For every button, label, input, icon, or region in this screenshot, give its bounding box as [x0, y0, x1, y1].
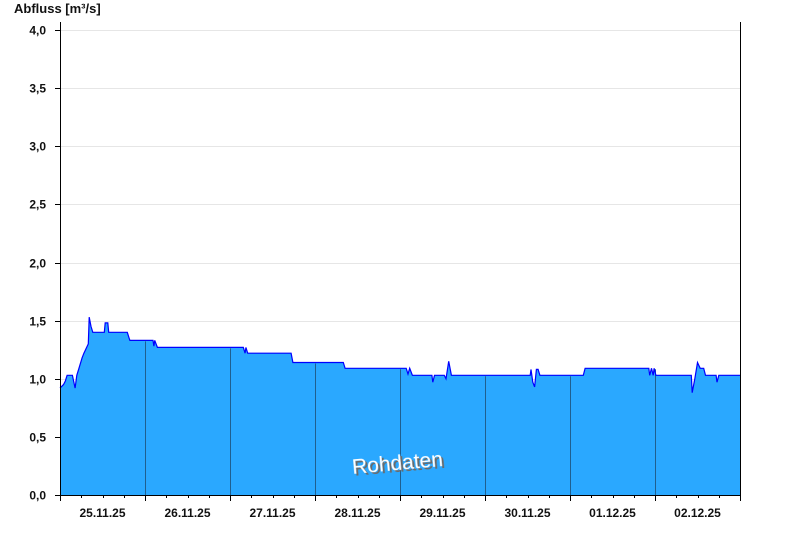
y-tick-label: 2,0	[29, 257, 46, 271]
day-separators	[145, 341, 656, 495]
y-axis-ticks: 0,0 0,5 1,0 1,5 2,0 2,5 3,0 3,5 4,0	[29, 24, 60, 503]
y-tick-label: 1,5	[29, 315, 46, 329]
x-tick-label: 27.11.25	[249, 506, 295, 520]
y-axis-title: Abfluss [m³/s]	[14, 1, 101, 16]
y-tick-label: 3,0	[29, 140, 46, 154]
y-tick-label: 0,0	[29, 489, 46, 503]
x-tick-label: 02.12.25	[674, 506, 721, 520]
y-tick-label: 2,5	[29, 198, 46, 212]
axes	[55, 22, 741, 496]
x-tick-label: 28.11.25	[334, 506, 380, 520]
x-tick-label: 29.11.25	[419, 506, 465, 520]
x-tick-label: 01.12.25	[589, 506, 636, 520]
y-tick-label: 4,0	[29, 24, 46, 38]
y-tick-label: 0,5	[29, 431, 46, 445]
y-tick-label: 1,0	[29, 373, 46, 387]
x-tick-label: 25.11.25	[79, 506, 125, 520]
discharge-line	[59, 316, 740, 393]
y-tick-label: 3,5	[29, 82, 46, 96]
x-axis-ticks: 25.11.25 26.11.25 27.11.25 28.11.25 29.11.25…	[60, 495, 741, 520]
x-tick-label: 26.11.25	[164, 506, 210, 520]
x-tick-label: 30.11.25	[504, 506, 550, 520]
